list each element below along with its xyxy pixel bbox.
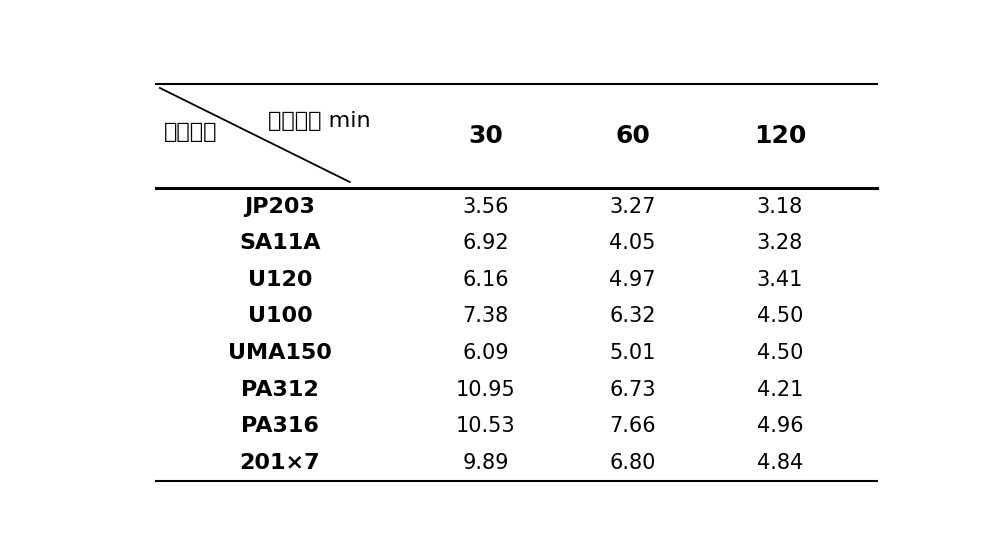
Text: 60: 60 <box>615 124 650 148</box>
Text: 6.09: 6.09 <box>462 343 509 363</box>
Text: 3.56: 3.56 <box>462 196 509 216</box>
Text: U100: U100 <box>248 306 312 326</box>
Text: 9.89: 9.89 <box>462 453 509 473</box>
Text: 4.97: 4.97 <box>609 270 656 290</box>
Text: 6.16: 6.16 <box>462 270 509 290</box>
Text: 30: 30 <box>468 124 503 148</box>
Text: 4.21: 4.21 <box>757 380 803 400</box>
Text: 120: 120 <box>754 124 806 148</box>
Text: PA312: PA312 <box>241 380 319 400</box>
Text: 6.80: 6.80 <box>609 453 656 473</box>
Text: 3.28: 3.28 <box>757 233 803 253</box>
Text: 4.96: 4.96 <box>757 416 803 436</box>
Text: 10.53: 10.53 <box>456 416 515 436</box>
Text: UMA150: UMA150 <box>228 343 332 363</box>
Text: 6.73: 6.73 <box>609 380 656 400</box>
Text: 4.50: 4.50 <box>757 343 803 363</box>
Text: 3.18: 3.18 <box>757 196 803 216</box>
Text: 4.84: 4.84 <box>757 453 803 473</box>
Text: 6.32: 6.32 <box>609 306 656 326</box>
Text: 3.27: 3.27 <box>609 196 656 216</box>
Text: 吸附时间 min: 吸附时间 min <box>268 112 371 132</box>
Text: 7.66: 7.66 <box>609 416 656 436</box>
Text: 7.38: 7.38 <box>462 306 509 326</box>
Text: 树脂型号: 树脂型号 <box>164 122 217 142</box>
Text: 6.92: 6.92 <box>462 233 509 253</box>
Text: 3.41: 3.41 <box>757 270 803 290</box>
Text: PA316: PA316 <box>241 416 319 436</box>
Text: SA11A: SA11A <box>239 233 321 253</box>
Text: 5.01: 5.01 <box>609 343 656 363</box>
Text: U120: U120 <box>248 270 312 290</box>
Text: 10.95: 10.95 <box>456 380 515 400</box>
Text: 201×7: 201×7 <box>240 453 320 473</box>
Text: JP203: JP203 <box>245 196 315 216</box>
Text: 4.50: 4.50 <box>757 306 803 326</box>
Text: 4.05: 4.05 <box>609 233 656 253</box>
